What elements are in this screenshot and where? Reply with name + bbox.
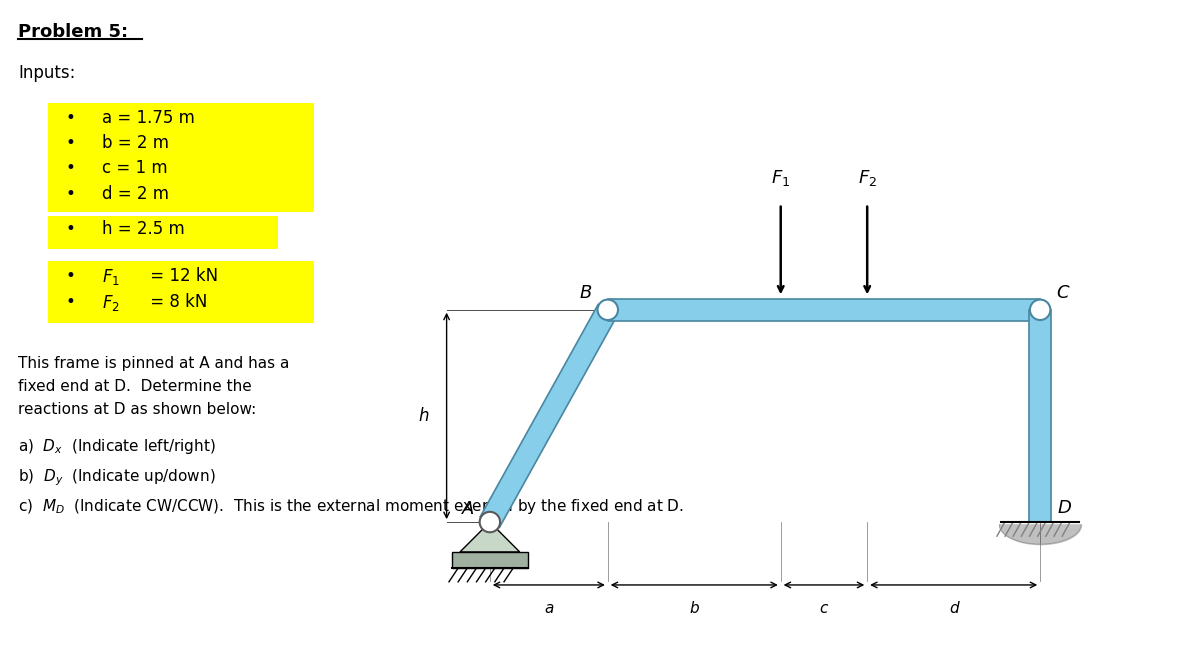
Text: Problem 5:: Problem 5: [18, 23, 128, 42]
Polygon shape [607, 299, 1040, 321]
Text: reactions at D as shown below:: reactions at D as shown below: [18, 402, 257, 417]
Polygon shape [460, 522, 520, 552]
Text: b = 2 m: b = 2 m [102, 134, 169, 152]
Bar [452, 552, 528, 567]
Text: fixed end at D.  Determine the: fixed end at D. Determine the [18, 379, 252, 394]
Text: $F_2$: $F_2$ [102, 293, 120, 314]
Text: = 12 kN: = 12 kN [145, 267, 218, 285]
Text: a = 1.75 m: a = 1.75 m [102, 109, 194, 127]
Text: Inputs:: Inputs: [18, 64, 76, 82]
Text: D: D [1057, 499, 1072, 517]
Polygon shape [1030, 310, 1051, 522]
Text: A: A [462, 500, 474, 518]
Text: a: a [544, 601, 553, 616]
Circle shape [1030, 299, 1050, 320]
Circle shape [480, 512, 500, 532]
Text: c: c [820, 601, 828, 616]
Text: •: • [66, 159, 76, 178]
Text: •: • [66, 185, 76, 203]
Circle shape [598, 299, 618, 320]
Text: c)  $M_D$  (Indicate CW/CCW).  This is the external moment exerted by the fixed : c) $M_D$ (Indicate CW/CCW). This is the … [18, 497, 684, 516]
Text: a)  $D_x$  (Indicate left/right): a) $D_x$ (Indicate left/right) [18, 437, 216, 456]
Text: b: b [690, 601, 700, 616]
Text: = 8 kN: = 8 kN [145, 293, 208, 312]
Text: •: • [66, 220, 76, 238]
Text: d = 2 m: d = 2 m [102, 185, 169, 203]
Text: c = 1 m: c = 1 m [102, 159, 168, 178]
Text: •: • [66, 109, 76, 127]
Text: $F_1$: $F_1$ [102, 267, 120, 287]
Text: This frame is pinned at A and has a: This frame is pinned at A and has a [18, 356, 289, 371]
FancyBboxPatch shape [48, 261, 314, 323]
Text: h = 2.5 m: h = 2.5 m [102, 220, 185, 238]
Text: b)  $D_y$  (Indicate up/down): b) $D_y$ (Indicate up/down) [18, 467, 216, 488]
Text: •: • [66, 134, 76, 152]
Text: •: • [66, 267, 76, 285]
Text: $F_2$: $F_2$ [858, 168, 877, 188]
Polygon shape [480, 304, 617, 527]
Text: C: C [1056, 284, 1068, 302]
Text: B: B [580, 284, 592, 302]
Text: d: d [949, 601, 959, 616]
Text: $F_1$: $F_1$ [772, 168, 791, 188]
Text: •: • [66, 293, 76, 312]
Text: h: h [419, 407, 430, 425]
FancyBboxPatch shape [48, 103, 314, 212]
FancyBboxPatch shape [48, 216, 278, 249]
